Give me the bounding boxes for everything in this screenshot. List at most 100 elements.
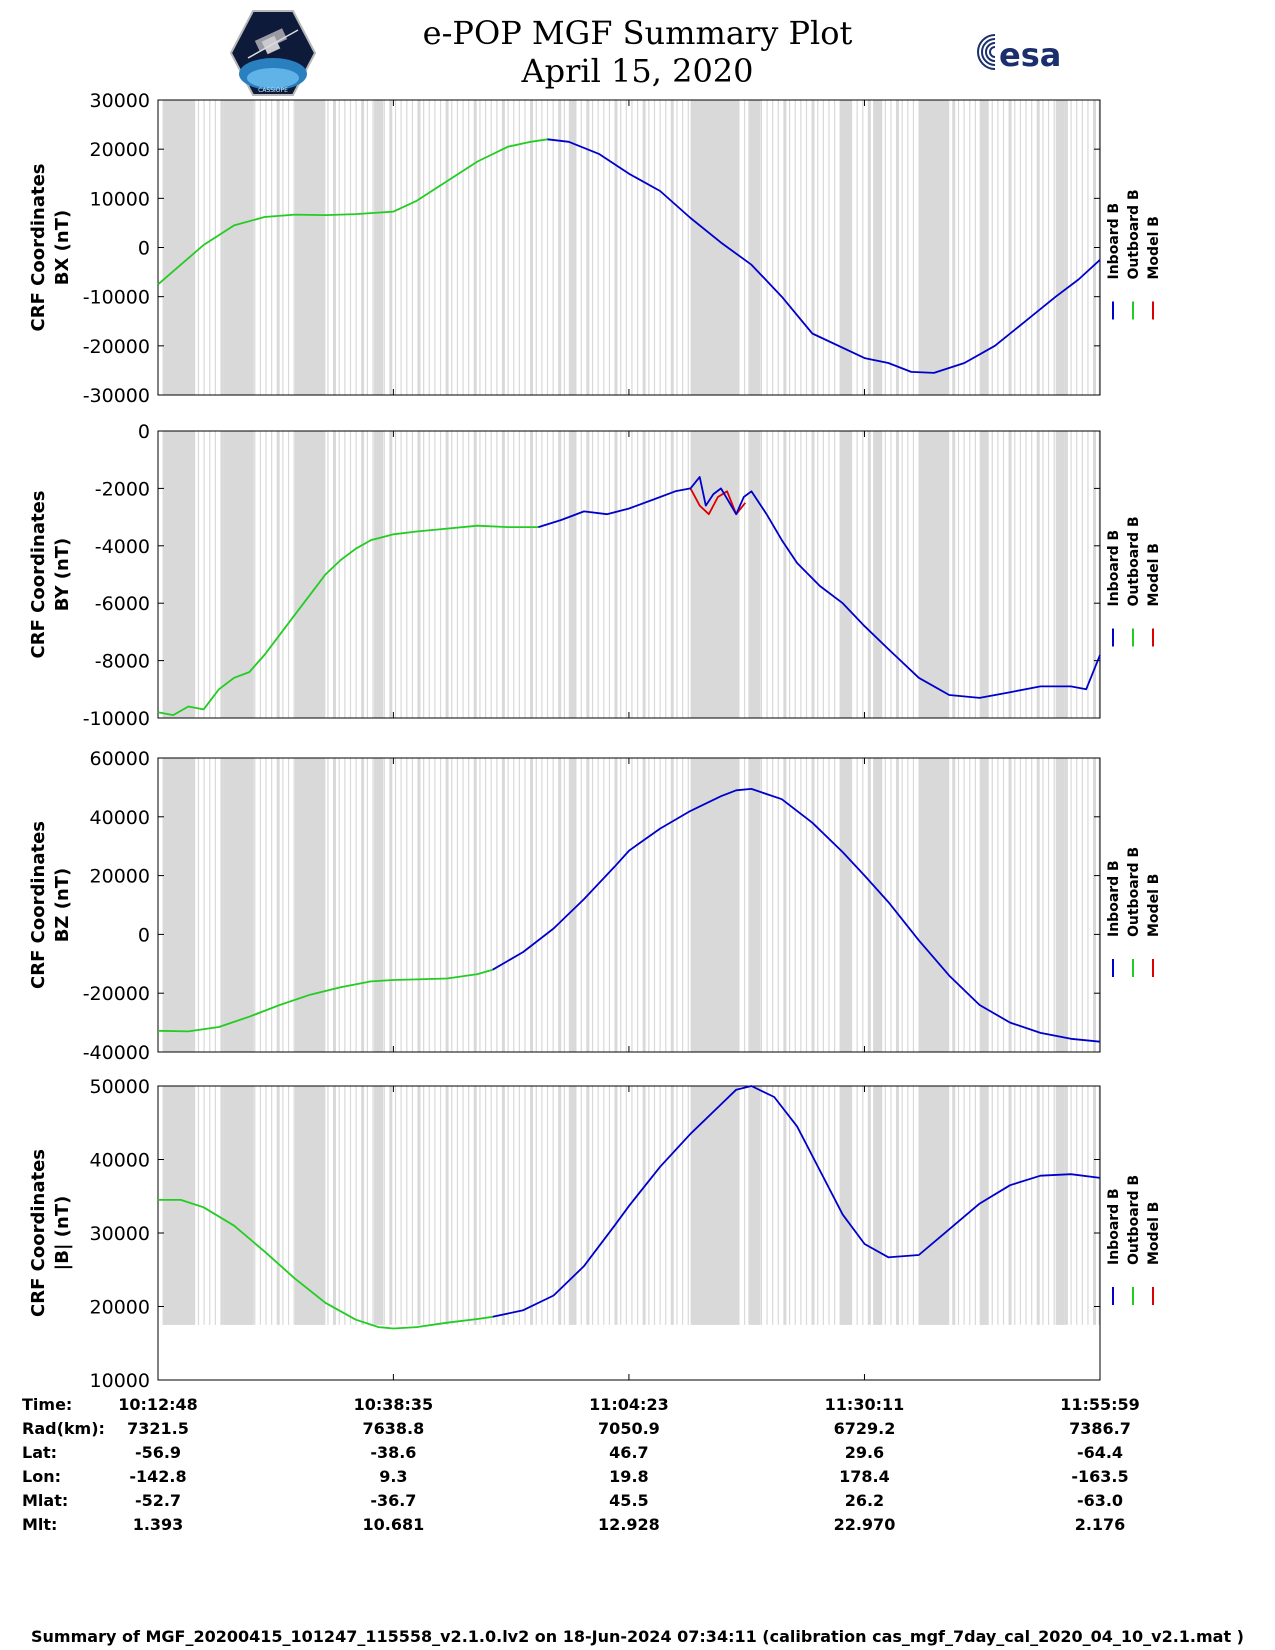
gap-line (327, 100, 329, 395)
gap-line (518, 431, 520, 718)
gap-line (1002, 758, 1005, 1052)
gap-line (856, 1086, 858, 1325)
y-tick-label: -4000 (95, 536, 150, 558)
gap-line (1025, 100, 1027, 395)
gap-line (682, 431, 684, 718)
gap-line (254, 100, 256, 395)
gap-line (738, 758, 740, 1052)
gap-line (507, 1086, 509, 1325)
gap-line (755, 431, 759, 718)
gap-line (957, 431, 960, 718)
gap-line (332, 431, 336, 718)
gap-line (732, 1086, 734, 1325)
gap-line (1008, 431, 1012, 718)
gap-line (242, 758, 245, 1052)
gap-line (355, 100, 357, 395)
gap-line (1042, 100, 1044, 395)
gap-line (743, 100, 746, 395)
gap-band (873, 1086, 883, 1325)
gap-line (479, 1086, 481, 1325)
gap-line (822, 100, 824, 395)
gap-line (980, 100, 984, 395)
gap-line (766, 100, 768, 395)
gap-line (1070, 100, 1072, 395)
gap-line (254, 758, 256, 1052)
gap-line (620, 758, 622, 1052)
gap-line (884, 431, 886, 718)
gap-line (434, 431, 436, 718)
gap-line (867, 100, 871, 395)
gap-line (327, 1086, 329, 1325)
gap-line (299, 758, 301, 1052)
gap-line (1047, 758, 1050, 1052)
gap-line (822, 431, 824, 718)
gap-line (850, 1086, 853, 1325)
gap-line (597, 1086, 599, 1325)
gap-line (710, 758, 712, 1052)
gap-line (338, 100, 340, 395)
gap-line (558, 758, 562, 1052)
gap-line (175, 758, 177, 1052)
gap-line (912, 1086, 915, 1325)
table-cell: -142.8 (129, 1467, 187, 1486)
gap-line (1002, 431, 1005, 718)
gap-line (164, 1086, 168, 1325)
y-axis-label: CRF Coordinates (28, 164, 49, 332)
gap-line (845, 1086, 847, 1325)
table-cell: -163.5 (1071, 1467, 1129, 1486)
series-inboard (547, 138, 1101, 374)
gap-line (693, 100, 695, 395)
table-cell: -56.9 (134, 1443, 182, 1462)
gap-line (546, 1086, 549, 1325)
gap-line (394, 431, 397, 718)
gap-line (743, 1086, 746, 1325)
gap-line (800, 431, 802, 718)
gap-line (164, 431, 168, 718)
gap-band (568, 1086, 577, 1325)
gap-line (1087, 100, 1089, 395)
y-tick-label: 20000 (90, 139, 150, 161)
gap-line (468, 758, 470, 1052)
gap-line (287, 100, 290, 395)
gap-line (676, 1086, 678, 1325)
gap-line (575, 758, 577, 1052)
gap-line (332, 100, 336, 395)
gap-line (929, 758, 931, 1052)
gap-line (310, 431, 312, 718)
gap-line (991, 758, 993, 1052)
gap-line (293, 758, 295, 1052)
gap-line (383, 431, 385, 718)
gap-line (507, 100, 509, 395)
gap-line (417, 1086, 421, 1325)
gap-line (625, 1086, 627, 1325)
gap-line (282, 758, 284, 1052)
gap-line (1070, 758, 1072, 1052)
table-cell: 9.3 (379, 1467, 408, 1486)
gap-line (766, 1086, 768, 1325)
gap-line (665, 1086, 667, 1325)
gap-line (1064, 1086, 1068, 1325)
gap-line (355, 1086, 357, 1325)
gap-line (1059, 100, 1061, 395)
gap-line (580, 100, 582, 395)
legend: Inboard B Outboard B Model B (1106, 189, 1162, 320)
y-tick-label: 30000 (90, 90, 150, 112)
gap-line (530, 431, 534, 718)
gap-line (237, 431, 239, 718)
gap-line (406, 100, 408, 395)
gap-line (597, 758, 599, 1052)
gap-line (715, 758, 718, 1052)
gap-line (676, 100, 678, 395)
y-tick-label: -2000 (95, 478, 150, 500)
gap-line (721, 758, 723, 1052)
gap-line (721, 100, 723, 395)
gap-line (614, 758, 618, 1052)
table-cell: 11:04:23 (589, 1395, 669, 1414)
gap-line (642, 758, 646, 1052)
gap-line (1053, 100, 1055, 395)
gap-line (867, 431, 871, 718)
gap-line (670, 100, 674, 395)
gap-line (1076, 100, 1078, 395)
gap-line (682, 1086, 684, 1325)
